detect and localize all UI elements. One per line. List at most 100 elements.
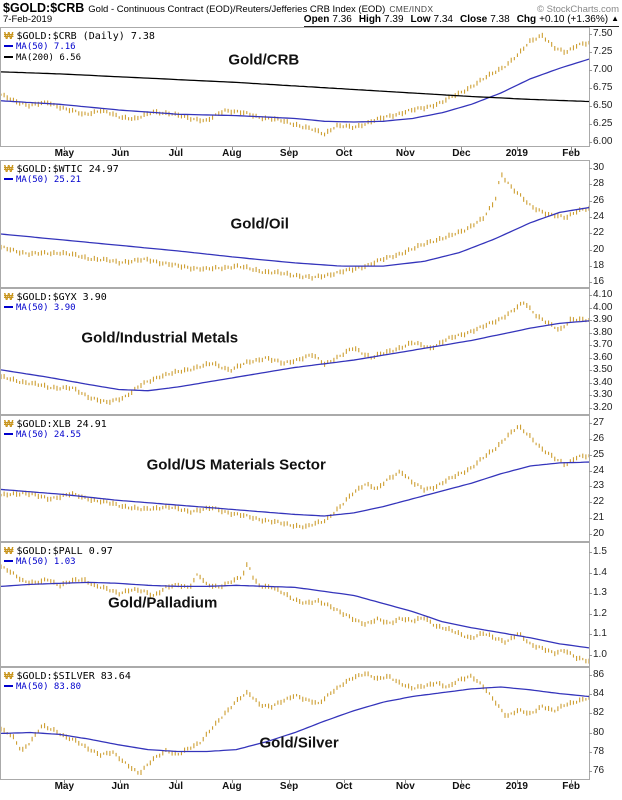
y-axis-gold-silver: 86 84 82 80 78 76	[588, 667, 622, 780]
y-tick-label: 1.1	[589, 628, 607, 639]
chart-subheader: 7-Feb-2019 Open 7.36 High 7.39 Low 7.34 Clo…	[0, 14, 622, 27]
y-tick-label: 30	[588, 162, 605, 173]
stockcharts-logo-icon: ₩	[4, 31, 14, 42]
y-tick-label: 6.75	[588, 82, 613, 93]
y-tick-label: 21	[588, 512, 605, 523]
x-axis-label: Dec	[452, 781, 471, 792]
stockcharts-logo-icon: ₩	[4, 419, 14, 430]
y-tick-label: 22	[588, 496, 605, 507]
legend-symbol: $GOLD:$PALL 0.97	[16, 546, 113, 557]
stockcharts-logo-icon: ₩	[4, 292, 14, 303]
y-tick-label: 86	[588, 669, 605, 680]
y-tick-label: 1.5	[589, 546, 607, 557]
plot-area-gold-us-materials: ₩ $GOLD:XLB 24.91 MA(50) 24.55 Gold/US Ma…	[0, 415, 590, 542]
y-tick-label: 3.80	[588, 327, 613, 338]
y-tick-label: 84	[588, 688, 605, 699]
y-tick-label: 1.0	[589, 649, 607, 660]
x-tick-mark	[571, 780, 573, 783]
panel-title: Gold/CRB	[228, 51, 300, 69]
x-axis-label: Oct	[335, 781, 353, 792]
x-tick-mark	[461, 780, 463, 783]
x-tick-mark	[175, 780, 177, 783]
legend-symbol: $GOLD:XLB 24.91	[16, 419, 107, 430]
y-tick-label: 16	[588, 276, 605, 287]
x-tick-mark	[343, 147, 345, 150]
ohlc-quote-bar: Open 7.36 High 7.39 Low 7.34 Close 7.38 Chg +…	[303, 14, 619, 27]
stockcharts-brand: © StockCharts.com	[537, 4, 619, 15]
x-axis-label: May	[54, 148, 75, 159]
x-tick-mark	[571, 147, 573, 150]
legend-symbol: $GOLD:$SILVER 83.64	[16, 671, 131, 682]
y-tick-label: 78	[588, 746, 605, 757]
x-tick-mark	[289, 147, 291, 150]
quote-open: Open 7.36	[303, 14, 352, 25]
x-axis-label: Nov	[395, 781, 415, 792]
x-axis-label: May	[54, 781, 75, 792]
price-series-svg	[1, 671, 589, 775]
ma50-line-swatch	[4, 433, 13, 435]
quote-low: Low 7.34	[410, 14, 453, 25]
y-tick-label: 76	[588, 765, 605, 776]
y-tick-label: 3.60	[588, 352, 613, 363]
x-tick-mark	[120, 780, 122, 783]
y-tick-label: 3.30	[588, 389, 613, 400]
y-tick-label: 3.20	[588, 402, 613, 413]
panel-gold-industrial-metals: ₩ $GOLD:$GYX 3.90 MA(50) 3.90 Gold/Indust…	[0, 288, 622, 415]
stockcharts-logo-icon: ₩	[4, 546, 14, 557]
chart-date: 7-Feb-2019	[3, 14, 53, 25]
legend-symbol: $GOLD:$WTIC 24.97	[16, 164, 119, 175]
x-tick-mark	[343, 780, 345, 783]
x-axis-label: 2019	[505, 781, 528, 792]
x-tick-mark	[405, 780, 407, 783]
ma50-line-swatch	[4, 560, 13, 562]
y-tick-label: 4.10	[588, 289, 613, 300]
x-tick-mark	[64, 147, 66, 150]
y-axis-gold-oil: 30 28 26 24 22 20 18 16	[588, 160, 622, 288]
legend-ma50: MA(50) 83.80	[4, 682, 131, 693]
price-series-svg	[1, 424, 589, 530]
y-tick-label: 7.25	[588, 46, 613, 57]
y-tick-label: 1.2	[589, 608, 607, 619]
x-axis-label: Feb	[562, 781, 580, 792]
quote-high: High 7.39	[358, 14, 404, 25]
x-tick-mark	[516, 147, 518, 150]
panel-title: Gold/Industrial Metals	[81, 329, 239, 347]
x-tick-mark	[231, 780, 233, 783]
plot-area-gold-industrial-metals: ₩ $GOLD:$GYX 3.90 MA(50) 3.90 Gold/Indust…	[0, 288, 590, 415]
panel-legend: ₩ $GOLD:$PALL 0.97 MA(50) 1.03	[4, 544, 113, 568]
header-description: Gold - Continuous Contract (EOD)/Reuters…	[88, 4, 386, 15]
x-tick-mark	[120, 147, 122, 150]
ma50-line-swatch	[4, 45, 13, 47]
y-tick-label: 22	[588, 227, 605, 238]
y-tick-label: 26	[588, 433, 605, 444]
x-axis-label: Nov	[395, 148, 415, 159]
x-axis-label: Sep	[279, 781, 299, 792]
stockcharts-logo-icon: ₩	[4, 671, 14, 682]
y-axis-gold-us-materials: 27 26 25 24 23 22 21 20	[588, 415, 622, 542]
panel-legend: ₩ $GOLD:$CRB (Daily) 7.38 MA(50) 7.16 MA(…	[4, 29, 155, 64]
x-tick-mark	[231, 147, 233, 150]
ma200-line-swatch	[4, 56, 13, 58]
plot-area-gold-silver: ₩ $GOLD:$SILVER 83.64 MA(50) 83.80 Gold/S…	[0, 667, 590, 780]
y-tick-label: 3.90	[588, 314, 613, 325]
x-axis-label: Jul	[168, 148, 184, 159]
y-tick-label: 80	[588, 727, 605, 738]
panel-title: Gold/US Materials Sector	[146, 456, 326, 474]
legend-ma50: MA(50) 25.21	[4, 175, 119, 186]
x-axis-label: Feb	[562, 148, 580, 159]
legend-ma50: MA(50) 1.03	[4, 557, 113, 568]
panel-legend: ₩ $GOLD:$SILVER 83.64 MA(50) 83.80	[4, 669, 131, 693]
y-tick-label: 20	[588, 528, 605, 539]
plot-area-gold-crb: ₩ $GOLD:$CRB (Daily) 7.38 MA(50) 7.16 MA(…	[0, 27, 590, 147]
ma50-line-swatch	[4, 306, 13, 308]
price-series-svg	[1, 301, 589, 405]
y-tick-label: 4.00	[588, 302, 613, 313]
y-tick-label: 23	[588, 480, 605, 491]
y-axis-gold-industrial-metals: 4.10 4.00 3.90 3.80 3.70 3.60 3.50 3.40 3.30 3.20	[588, 288, 622, 415]
x-axis-label: Jun	[111, 781, 130, 792]
price-series-svg	[1, 172, 589, 281]
y-tick-label: 7.00	[588, 64, 613, 75]
x-axis-label: 2019	[505, 148, 528, 159]
legend-ma50: MA(50) 24.55	[4, 430, 107, 441]
x-axis-label: Aug	[222, 148, 242, 159]
